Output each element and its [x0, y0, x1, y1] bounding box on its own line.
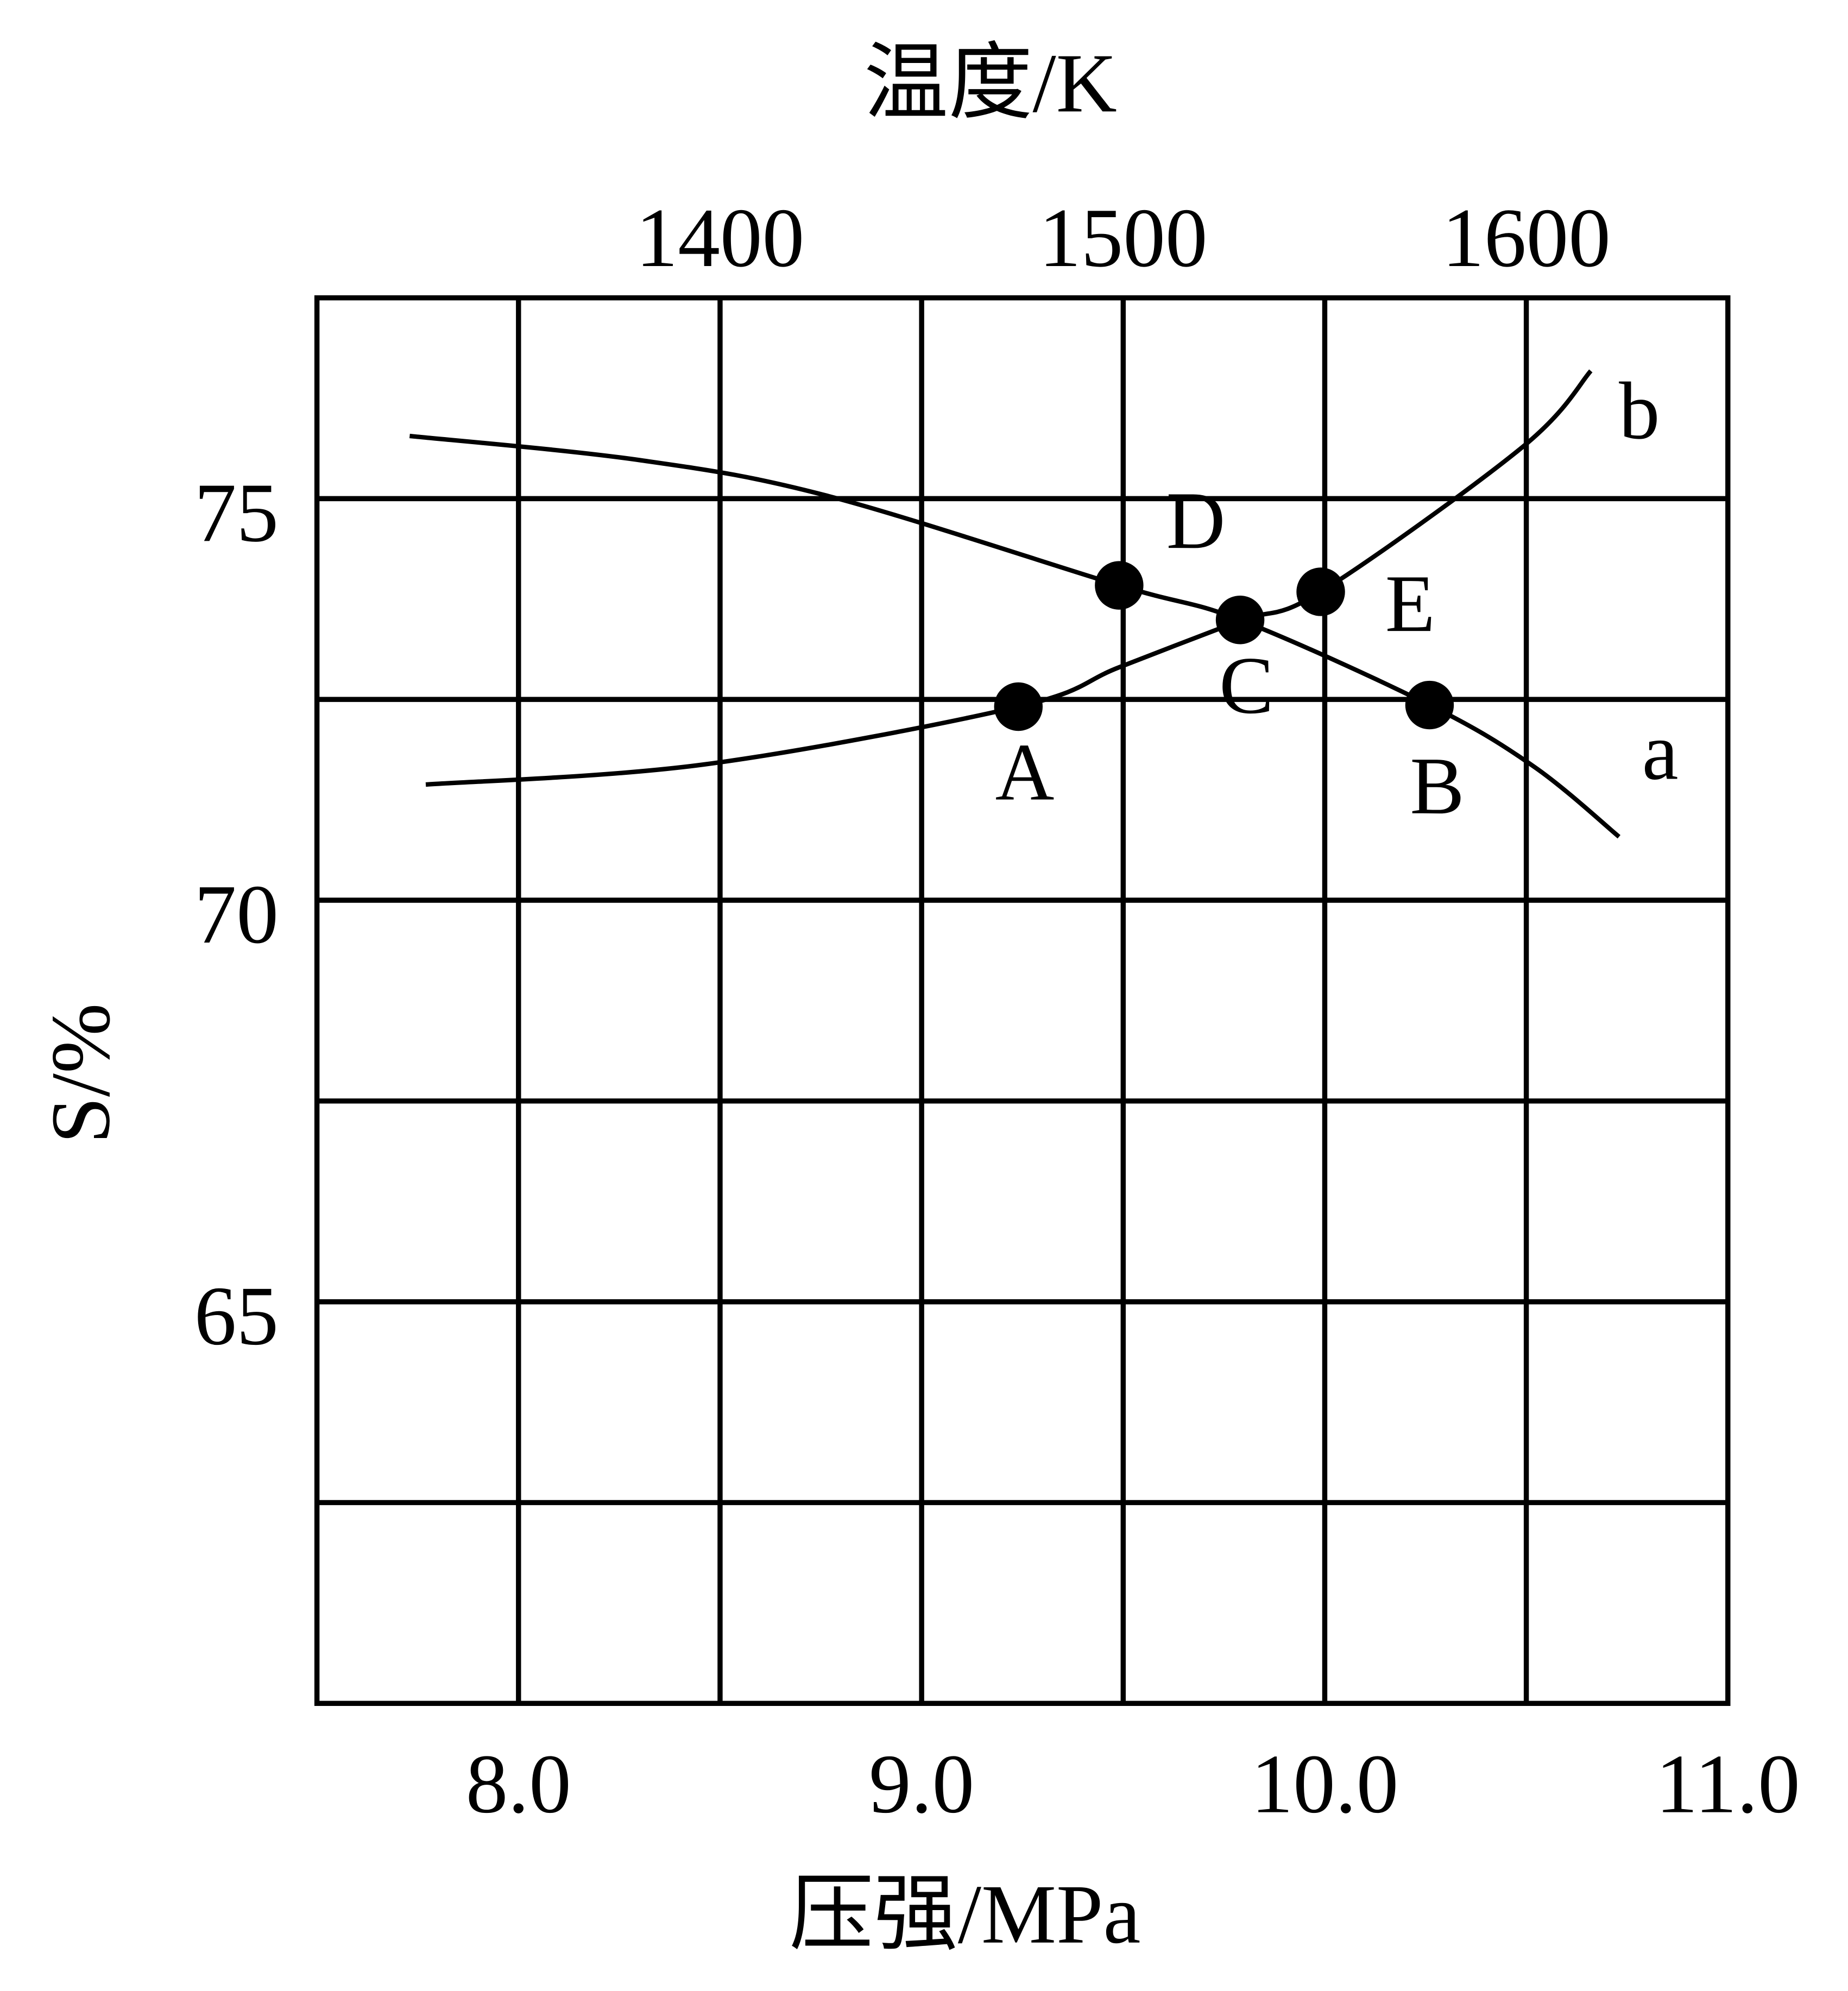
- x-tick-label: 10.0: [1251, 1737, 1399, 1831]
- curve: [425, 369, 1593, 787]
- x2-tick-label: 1600: [1442, 191, 1611, 285]
- x2-tick-label: 1500: [1039, 191, 1208, 285]
- top-axis-title: 温度/K: [864, 36, 1117, 130]
- x-tick-label: 11.0: [1656, 1737, 1800, 1831]
- point-label: A: [995, 727, 1055, 818]
- plot-frame: [314, 295, 1731, 1706]
- curve-label: a: [1642, 706, 1679, 797]
- x2-tick-label: 1400: [636, 191, 805, 285]
- y-tick-label: 65: [194, 1269, 279, 1363]
- point-label: D: [1166, 475, 1226, 566]
- point-label: C: [1219, 640, 1273, 731]
- point-label: E: [1385, 558, 1435, 649]
- curve-label: b: [1619, 365, 1660, 456]
- point: [1405, 680, 1454, 730]
- point: [1296, 567, 1345, 616]
- x-axis-title: 压强/MPa: [789, 1868, 1140, 1961]
- y-axis-title: S/%: [34, 1003, 127, 1144]
- point-label: B: [1410, 741, 1464, 831]
- y-tick-label: 75: [194, 466, 279, 559]
- point: [1095, 561, 1144, 610]
- x-tick-label: 8.0: [466, 1737, 571, 1831]
- y-tick-label: 70: [194, 868, 279, 961]
- point: [1215, 596, 1265, 644]
- point: [994, 682, 1043, 731]
- x-tick-label: 9.0: [869, 1737, 974, 1831]
